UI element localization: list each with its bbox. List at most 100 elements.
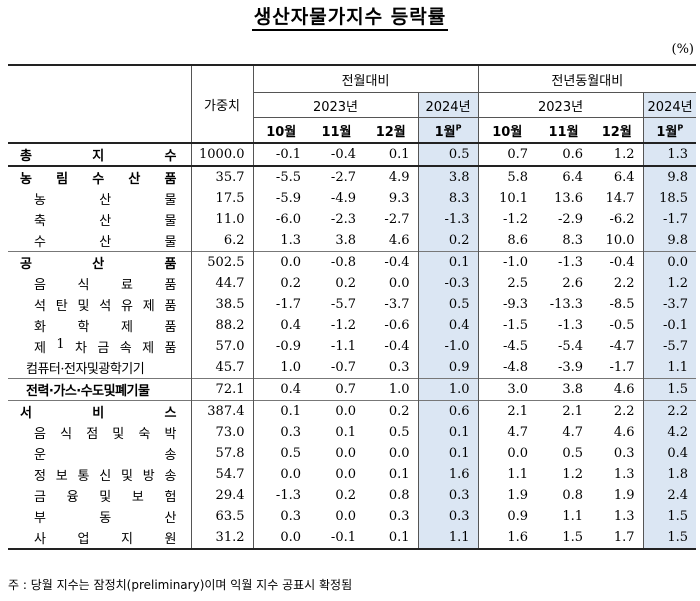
mom-value: 0.6 (417, 400, 479, 422)
header-yoy-2023: 2023년 (477, 92, 644, 118)
yoy-value: 0.8 (562, 488, 584, 503)
yoy-value: -3.7 (642, 294, 697, 315)
table-row: 컴퓨터·전자및광학기기 45.7 1.0 -0.7 0.3 0.9 -4.8 -3.9 -1.7… (8, 357, 697, 379)
mom-value: 1.0 (364, 378, 418, 401)
yoy-value: 9.8 (642, 230, 697, 252)
yoy-value: -1.5 (477, 315, 537, 336)
mom-value: 0.0 (335, 446, 356, 461)
mom-value: -0.1 (252, 142, 309, 166)
yoy-value: -1.7 (609, 360, 635, 375)
mom-value: 0.2 (417, 230, 479, 252)
table-row: 수 산 물 6.2 1.3 3.8 4.6 0.2 8.6 8.3 10.0 9.8 (8, 230, 697, 252)
yoy-value: 9.8 (642, 165, 697, 188)
row-weight: 387.4 (190, 400, 253, 422)
yoy-value: 1.5 (642, 378, 697, 401)
yoy-value: 8.6 (477, 230, 537, 252)
mom-value: 0.3 (388, 509, 410, 524)
mom-value: 0.3 (417, 506, 479, 527)
mom-value: -5.9 (252, 188, 309, 209)
row-weight: 38.5 (190, 294, 253, 315)
row-weight: 57.8 (190, 443, 253, 464)
yoy-value: 3.0 (477, 378, 537, 401)
mom-value: 0.4 (252, 378, 309, 401)
yoy-value: 1.2 (562, 467, 584, 482)
yoy-value: 2.5 (477, 273, 537, 294)
footnote: 주 : 당월 지수는 잠정치(preliminary)이며 익월 지수 공표시 … (8, 578, 353, 592)
yoy-value: -4.8 (477, 357, 537, 379)
header-mom: 전월대비 (252, 64, 479, 93)
mom-value: 0.1 (417, 443, 479, 464)
yoy-value: 13.6 (554, 191, 584, 206)
yoy-value: 4.7 (562, 425, 584, 440)
table-row: 농 림 수 산 품 35.7 -5.5 -2.7 4.9 3.8 5.8 6.4 6.4 9.8 (8, 165, 697, 188)
yoy-value: 2.6 (562, 276, 584, 291)
row-weight: 17.5 (190, 188, 253, 209)
row-weight: 72.1 (190, 378, 253, 401)
yoy-value: -9.3 (477, 294, 537, 315)
mom-value: 1.1 (417, 527, 479, 550)
yoy-value: -1.3 (557, 318, 584, 333)
row-weight: 31.2 (190, 527, 253, 550)
row-weight: 1000.0 (190, 142, 253, 166)
mom-value: -0.6 (384, 318, 410, 333)
header-yoy-jan: 1월P (642, 117, 697, 143)
mom-value: -4.9 (330, 191, 356, 206)
row-weight: 502.5 (190, 251, 253, 273)
yoy-value: 1.1 (642, 357, 697, 379)
table-row: 정 보 통 신 및 방 송 54.7 0.0 0.0 0.1 1.6 1.1 1.2 1.3 1.8 (8, 464, 697, 485)
table-row: 서 비 스 387.4 0.1 0.0 0.2 0.6 2.1 2.1 2.2 2.2 (8, 400, 697, 422)
mom-value: -5.7 (330, 297, 356, 312)
mom-value: -1.3 (417, 209, 479, 230)
yoy-value: 0.6 (536, 142, 592, 166)
yoy-value: -6.2 (609, 212, 635, 227)
yoy-value: 2.2 (642, 400, 697, 422)
mom-value: -1.1 (330, 339, 356, 354)
yoy-value: -2.9 (557, 212, 584, 227)
yoy-value: 6.4 (536, 165, 592, 188)
row-weight: 45.7 (190, 357, 253, 379)
mom-value: 3.8 (417, 165, 479, 188)
mom-value: -0.8 (309, 251, 364, 273)
mom-value: 0.1 (252, 400, 309, 422)
yoy-value: -3.9 (557, 360, 584, 375)
yoy-value: 4.2 (642, 422, 697, 443)
unit-label: (%) (671, 42, 695, 57)
yoy-value: -1.3 (536, 251, 592, 273)
table-body: 총 지 수 1000.0 -0.1 -0.4 0.1 0.5 0.7 0.6 1.2 1.3 농 림 수 산 품… (8, 142, 697, 550)
table-row: 사 업 지 원 31.2 0.0 -0.1 0.1 1.1 1.6 1.5 1.7 1.5 (8, 527, 697, 550)
header-category (8, 64, 191, 143)
row-weight: 54.7 (190, 464, 253, 485)
header-mom-oct: 10월 (252, 117, 309, 143)
table-row: 농 산 물 17.5 -5.9 -4.9 9.3 8.3 10.1 13.6 14.7 18.5 (8, 188, 697, 209)
table-row: 화 학 제 품 88.2 0.4 -1.2 -0.6 0.4 -1.5 -1.3 -0.5 -0.1 (8, 315, 697, 336)
mom-value: 0.2 (335, 488, 356, 503)
mom-value: 1.6 (417, 464, 479, 485)
yoy-value: 2.2 (613, 276, 635, 291)
mom-value: 9.3 (388, 191, 410, 206)
yoy-value: 10.1 (477, 188, 537, 209)
row-weight: 63.5 (190, 506, 253, 527)
mom-value: 0.7 (309, 378, 364, 401)
yoy-value: -5.7 (642, 336, 697, 357)
mom-value: 1.0 (252, 357, 309, 379)
mom-value: 0.2 (364, 400, 418, 422)
yoy-value: -13.3 (549, 297, 584, 312)
ppi-table: 가중치 전월대비 전년동월대비 2023년 2024년 2023년 2024년 … (8, 64, 697, 550)
mom-value: -5.5 (252, 165, 309, 188)
mom-value: -0.1 (309, 527, 364, 550)
yoy-value: 1.2 (642, 273, 697, 294)
yoy-value: 2.1 (536, 400, 592, 422)
mom-value: 0.2 (252, 273, 309, 294)
header-yoy-oct: 10월 (477, 117, 537, 143)
table-row: 음 식 점 및 숙 박 73.0 0.3 0.1 0.5 0.1 4.7 4.7 4.6 4.2 (8, 422, 697, 443)
mom-value: -1.2 (330, 318, 356, 333)
row-weight: 73.0 (190, 422, 253, 443)
yoy-value: -5.4 (557, 339, 584, 354)
